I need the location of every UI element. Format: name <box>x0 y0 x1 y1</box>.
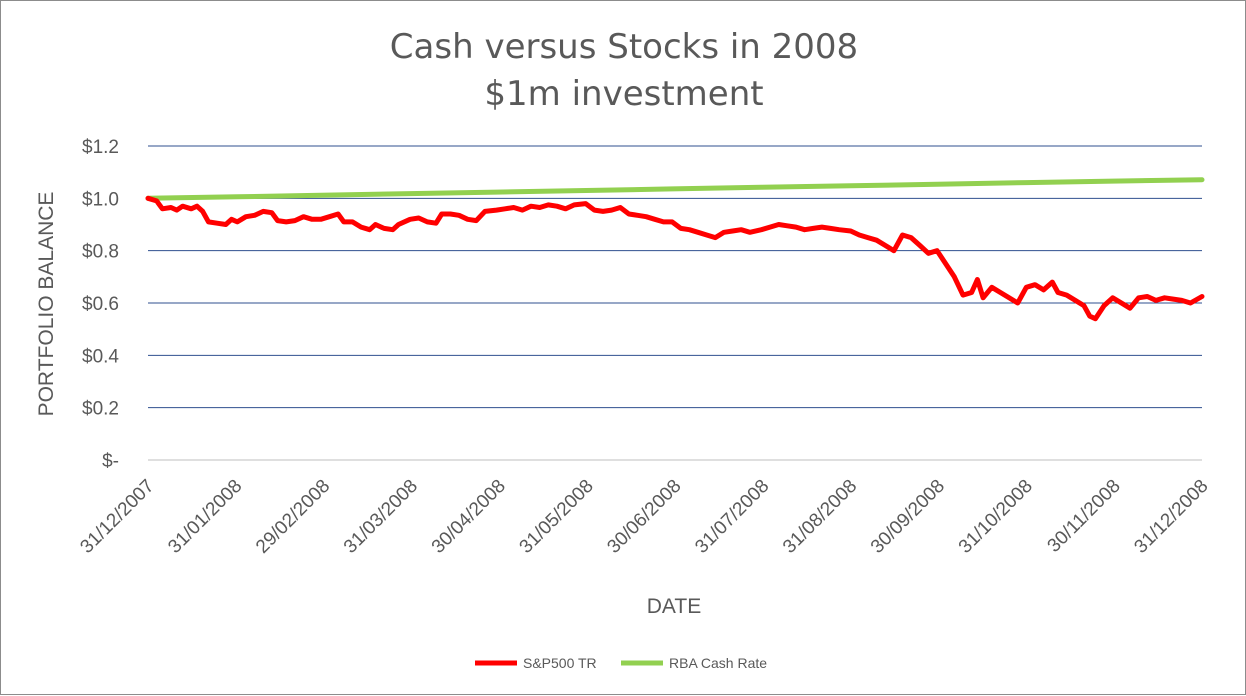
x-tick-label: 31/08/2008 <box>779 476 861 558</box>
x-tick-label: 30/09/2008 <box>867 476 949 558</box>
y-tick-label: $0.2 <box>82 399 119 420</box>
y-tick-label: $1.0 <box>82 189 119 210</box>
y-tick-label: $0.6 <box>82 294 119 315</box>
x-tick-label: 31/07/2008 <box>691 476 773 558</box>
series-line-1 <box>145 177 1205 201</box>
x-tick-label: 30/11/2008 <box>1044 476 1125 557</box>
y-tick-label: $0.8 <box>82 242 119 263</box>
x-tick-label: 31/01/2008 <box>164 476 246 558</box>
x-tick-label: 30/06/2008 <box>603 476 685 558</box>
x-axis-title: DATE <box>647 595 701 618</box>
x-tick-label: 31/12/2007 <box>76 476 158 558</box>
legend-label: RBA Cash Rate <box>669 655 767 671</box>
chart-title: Cash versus Stocks in 2008 <box>390 27 858 67</box>
legend-label: S&P500 TR <box>523 655 597 671</box>
y-axis-title: PORTFOLIO BALANCE <box>35 192 58 417</box>
gridlines <box>148 145 1202 461</box>
x-tick-label: 31/03/2008 <box>340 476 422 558</box>
x-axis-ticks: 31/12/2007 31/01/2008 29/02/2008 31/03/2008… <box>76 476 1212 558</box>
y-tick-label: $- <box>102 451 119 472</box>
series-line-0 <box>145 195 1205 322</box>
x-tick-label: 29/02/2008 <box>252 476 334 558</box>
x-tick-label: 30/04/2008 <box>428 476 510 558</box>
x-tick-label: 31/10/2008 <box>955 476 1037 558</box>
x-tick-label: 31/05/2008 <box>516 476 598 558</box>
chart-subtitle: $1m investment <box>484 74 763 114</box>
series-lines <box>145 177 1205 322</box>
y-axis-ticks: $- $0.2 $0.4 $0.6 $0.8 $1.0 $1.2 <box>82 137 119 472</box>
x-tick-label: 31/12/2008 <box>1130 476 1212 558</box>
y-tick-label: $1.2 <box>82 137 119 158</box>
y-tick-label: $0.4 <box>82 346 119 367</box>
legend: S&P500 TR RBA Cash Rate <box>475 655 767 671</box>
